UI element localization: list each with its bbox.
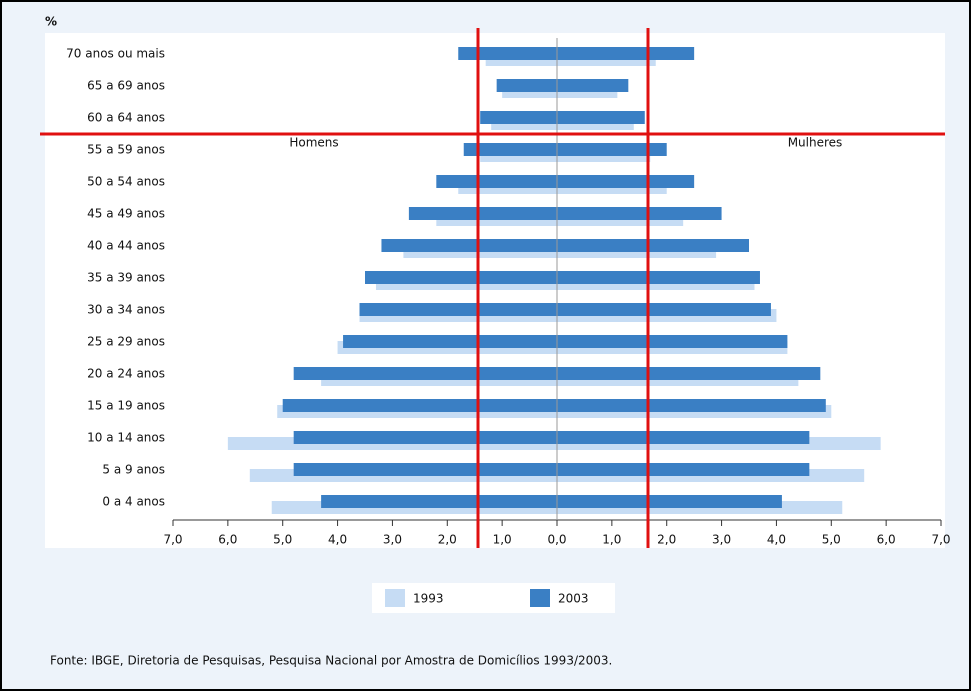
legend-label: 2003 — [558, 592, 589, 606]
bar — [557, 79, 629, 92]
bar — [557, 47, 695, 60]
x-tick-label: 0,0 — [547, 533, 566, 547]
y-tick-label: 70 anos ou mais — [66, 47, 165, 61]
source: Fonte: IBGE, Diretoria de Pesquisas, Pes… — [50, 654, 612, 668]
bar — [557, 239, 749, 252]
legend-label: 1993 — [413, 592, 444, 606]
x-tick-label: 2,0 — [438, 533, 457, 547]
x-tick-label: 4,0 — [767, 533, 786, 547]
right-label: Mulheres — [788, 136, 843, 150]
legend-swatch — [385, 589, 405, 607]
bar — [463, 143, 557, 156]
bar — [557, 271, 760, 284]
bar — [557, 495, 782, 508]
bar — [557, 207, 722, 220]
bar — [557, 399, 826, 412]
x-tick-label: 1,0 — [602, 533, 621, 547]
y-tick-label: 35 a 39 anos — [87, 271, 165, 285]
bar — [496, 79, 557, 92]
bar — [408, 207, 557, 220]
y-tick-label: 25 a 29 anos — [87, 335, 165, 349]
x-tick-label: 2,0 — [657, 533, 676, 547]
bar — [365, 271, 557, 284]
y-tick-label: 45 a 49 anos — [87, 207, 165, 221]
bar — [557, 175, 695, 188]
bar — [282, 399, 557, 412]
bar — [321, 495, 557, 508]
y-tick-label: 0 a 4 anos — [102, 495, 165, 509]
x-tick-label: 7,0 — [931, 533, 950, 547]
y-tick-label: 50 a 54 anos — [87, 175, 165, 189]
bar — [557, 303, 771, 316]
marks: 0,0 1,0 1,0 2,0 2,0 3,0 3,0 4,0 4,0 5,0 5,0 6,0 6,0 7… — [66, 38, 951, 607]
bar — [557, 143, 667, 156]
bar — [557, 335, 788, 348]
x-tick-label: 6,0 — [877, 533, 896, 547]
x-tick-label: 6,0 — [218, 533, 237, 547]
bar — [458, 47, 557, 60]
y-tick-label: 10 a 14 anos — [87, 431, 165, 445]
bar — [557, 367, 821, 380]
y-tick-label: 5 a 9 anos — [102, 463, 165, 477]
bar — [557, 463, 810, 476]
y-tick-label: 40 a 44 anos — [87, 239, 165, 253]
y-tick-label: 55 a 59 anos — [87, 143, 165, 157]
y-tick-label: 65 a 69 anos — [87, 79, 165, 93]
x-tick-label: 3,0 — [383, 533, 402, 547]
y-tick-label: 30 a 34 anos — [87, 303, 165, 317]
x-tick-label: 5,0 — [273, 533, 292, 547]
bar — [293, 367, 557, 380]
x-tick-label: 3,0 — [712, 533, 731, 547]
bar — [381, 239, 557, 252]
bar — [343, 335, 557, 348]
legend-box — [372, 583, 615, 613]
bar — [359, 303, 557, 316]
y-tick-label: 20 a 24 anos — [87, 367, 165, 381]
x-tick-label: 7,0 — [163, 533, 182, 547]
bar — [293, 431, 557, 444]
y-tick-label: 15 a 19 anos — [87, 399, 165, 413]
red-overlay — [40, 28, 945, 548]
bar — [293, 463, 557, 476]
x-tick-label: 5,0 — [822, 533, 841, 547]
y-tick-label: 60 a 64 anos — [87, 111, 165, 125]
unit-label: % — [45, 15, 57, 29]
bar — [557, 431, 810, 444]
legend-swatch — [530, 589, 550, 607]
left-label: Homens — [289, 136, 338, 150]
bar — [436, 175, 557, 188]
x-tick-label: 4,0 — [328, 533, 347, 547]
x-tick-label: 1,0 — [493, 533, 512, 547]
bar — [557, 111, 645, 124]
bar — [480, 111, 557, 124]
